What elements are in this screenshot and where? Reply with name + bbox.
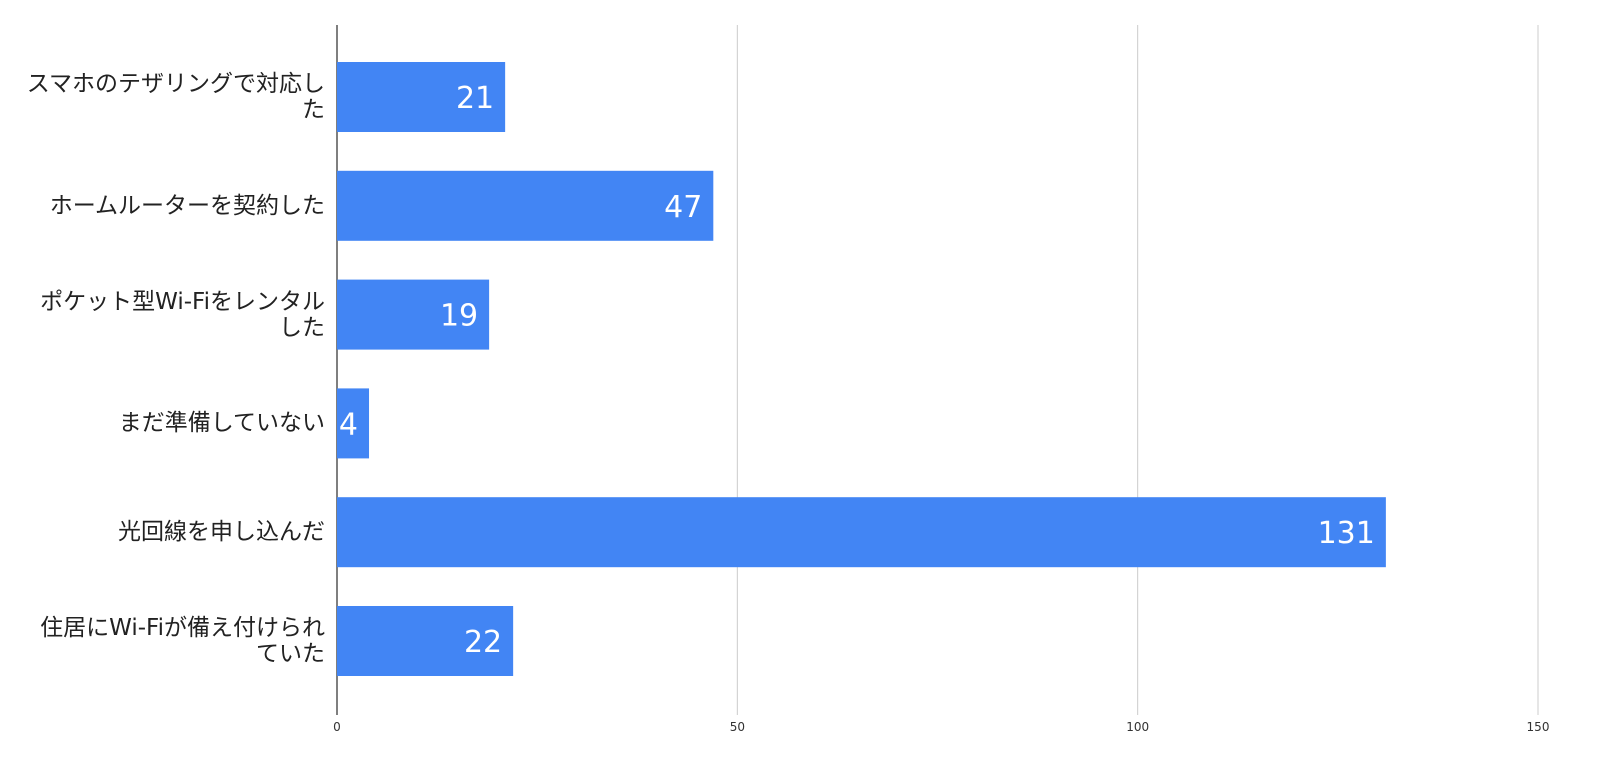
data-label: 47 bbox=[664, 190, 702, 225]
y-tick-label: まだ準備していない bbox=[118, 410, 325, 437]
y-tick-label: ポケット型Wi-Fiをレンタルした bbox=[40, 288, 325, 341]
bar bbox=[337, 62, 506, 132]
bar bbox=[337, 497, 1386, 568]
x-tick-label: 50 bbox=[730, 720, 745, 734]
data-label: 19 bbox=[440, 299, 478, 334]
bar bbox=[337, 279, 490, 350]
data-label: 131 bbox=[1318, 516, 1375, 551]
y-tick-label: 光回線を申し込んだ bbox=[118, 519, 325, 546]
x-tick-label: 100 bbox=[1126, 720, 1149, 734]
bar bbox=[337, 606, 514, 676]
data-label: 22 bbox=[464, 625, 502, 660]
bar bbox=[337, 388, 370, 459]
x-tick-label: 0 bbox=[333, 720, 341, 734]
x-tick-label: 150 bbox=[1527, 720, 1550, 734]
y-tick-label: ホームルーターを契約した bbox=[49, 192, 325, 219]
data-label: 4 bbox=[339, 407, 358, 442]
bar bbox=[337, 170, 714, 241]
data-label: 21 bbox=[456, 81, 494, 116]
y-tick-label: 住居にWi-Fiが備え付けられていた bbox=[40, 615, 325, 667]
y-tick-label: スマホのテザリングで対応した bbox=[26, 71, 325, 123]
